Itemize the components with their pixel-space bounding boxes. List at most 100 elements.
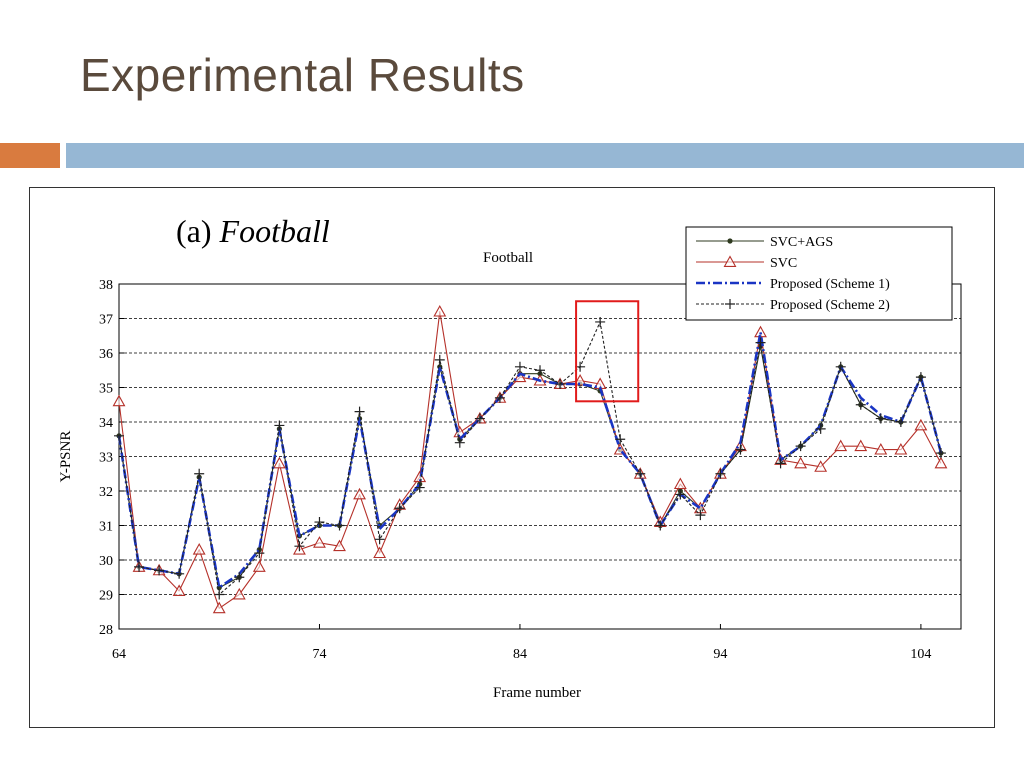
data-point	[735, 444, 746, 455]
data-point	[354, 406, 365, 417]
chart-title: Football	[483, 250, 533, 266]
data-point	[815, 423, 826, 434]
data-point	[314, 517, 325, 528]
data-point	[434, 354, 445, 365]
data-point	[914, 418, 928, 431]
data-point	[755, 337, 766, 348]
legend-label: Proposed (Scheme 1)	[770, 277, 890, 292]
x-tick-label: 94	[713, 647, 727, 662]
data-point	[775, 458, 786, 469]
data-point	[595, 316, 606, 327]
data-point	[727, 238, 733, 244]
data-point	[334, 520, 345, 531]
data-point	[754, 325, 767, 338]
data-point	[935, 448, 946, 459]
data-point	[875, 413, 886, 424]
data-point	[374, 534, 385, 545]
y-tick-label: 34	[99, 416, 113, 431]
data-point	[474, 413, 485, 424]
slide-title: Experimental Results	[80, 49, 525, 101]
x-axis-label: Frame number	[493, 685, 581, 701]
y-tick-label: 37	[99, 313, 113, 328]
data-point	[854, 439, 868, 452]
x-tick-label: 64	[112, 647, 126, 662]
data-point	[454, 437, 465, 448]
highlight-box	[575, 300, 640, 403]
data-point	[413, 470, 427, 483]
series-proposed-scheme-2-	[114, 316, 946, 600]
data-point	[615, 434, 626, 445]
data-point	[573, 373, 587, 386]
data-point	[192, 543, 206, 555]
series-line	[118, 311, 942, 609]
figure-caption-prefix: (a)	[176, 213, 212, 249]
data-point	[234, 572, 245, 583]
data-point	[834, 439, 848, 452]
legend-label: SVC	[770, 256, 797, 271]
data-point	[494, 392, 505, 403]
series-line	[117, 330, 943, 589]
tick-layer: 28 29 30 31 32 33 34 35 36 37 38 64 74 84 94 104	[99, 278, 931, 662]
y-tick-label: 33	[99, 451, 113, 466]
data-point	[715, 468, 726, 479]
data-point	[814, 460, 828, 472]
legend-entry: Proposed (Scheme 2)	[696, 298, 890, 313]
y-tick-label: 36	[99, 347, 113, 362]
y-tick-label: 31	[99, 520, 113, 535]
legend-label: SVC+AGS	[770, 235, 833, 250]
x-tick-label: 74	[312, 647, 326, 662]
data-point	[555, 379, 566, 390]
data-point	[194, 468, 205, 479]
data-point	[134, 561, 145, 572]
data-point	[333, 539, 346, 552]
data-point	[655, 520, 666, 531]
grid-layer	[119, 318, 961, 595]
data-point	[675, 489, 686, 500]
x-tick-label: 104	[910, 647, 931, 662]
data-point	[232, 587, 246, 600]
data-point	[214, 589, 225, 600]
data-point	[794, 456, 808, 469]
legend-entry: SVC+AGS	[696, 235, 833, 250]
data-point	[112, 394, 126, 407]
data-point	[915, 372, 926, 383]
data-point	[414, 482, 425, 493]
series-line	[118, 321, 942, 596]
figure-caption-name: Football	[219, 213, 330, 249]
data-point	[433, 304, 447, 317]
data-point	[252, 560, 266, 572]
x-tick-label: 84	[513, 647, 527, 662]
data-point	[174, 568, 185, 579]
data-point	[894, 442, 908, 455]
data-point	[353, 487, 367, 500]
data-point	[274, 420, 285, 431]
data-point	[673, 477, 687, 490]
data-point	[114, 430, 124, 441]
annotation-layer	[575, 300, 640, 403]
data-point	[254, 548, 265, 559]
data-point	[394, 503, 405, 514]
legend-entry: Proposed (Scheme 1)	[696, 277, 890, 292]
figure-caption: (a) Football	[176, 213, 330, 250]
legend-entry: SVC	[696, 255, 797, 271]
data-point	[725, 299, 735, 309]
y-tick-label: 32	[99, 485, 113, 500]
data-point	[514, 361, 525, 372]
data-point	[313, 536, 326, 548]
y-tick-label: 28	[99, 623, 113, 638]
data-point	[154, 565, 165, 576]
data-point	[895, 417, 906, 427]
data-point	[212, 601, 226, 614]
data-point	[874, 442, 888, 455]
data-point	[172, 584, 186, 597]
data-point	[855, 399, 866, 410]
data-point	[695, 510, 706, 521]
data-point	[934, 456, 948, 469]
data-point	[373, 546, 387, 559]
data-point	[795, 441, 806, 452]
series-proposed-scheme-1-	[117, 330, 943, 589]
y-axis-label: Y-PSNR	[58, 431, 74, 483]
data-point	[294, 541, 305, 552]
accent-bar-orange	[0, 143, 60, 168]
